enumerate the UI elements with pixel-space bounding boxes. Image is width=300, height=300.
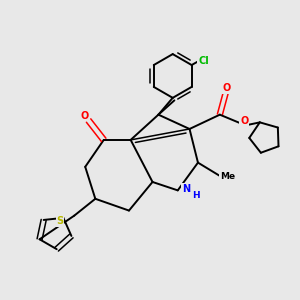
Text: O: O [222,83,231,93]
Text: N: N [182,184,190,194]
Text: O: O [240,116,248,126]
Text: S: S [56,216,64,226]
Text: Cl: Cl [198,56,209,66]
Text: O: O [80,110,88,121]
Text: H: H [193,191,200,200]
Text: Me: Me [220,172,235,182]
